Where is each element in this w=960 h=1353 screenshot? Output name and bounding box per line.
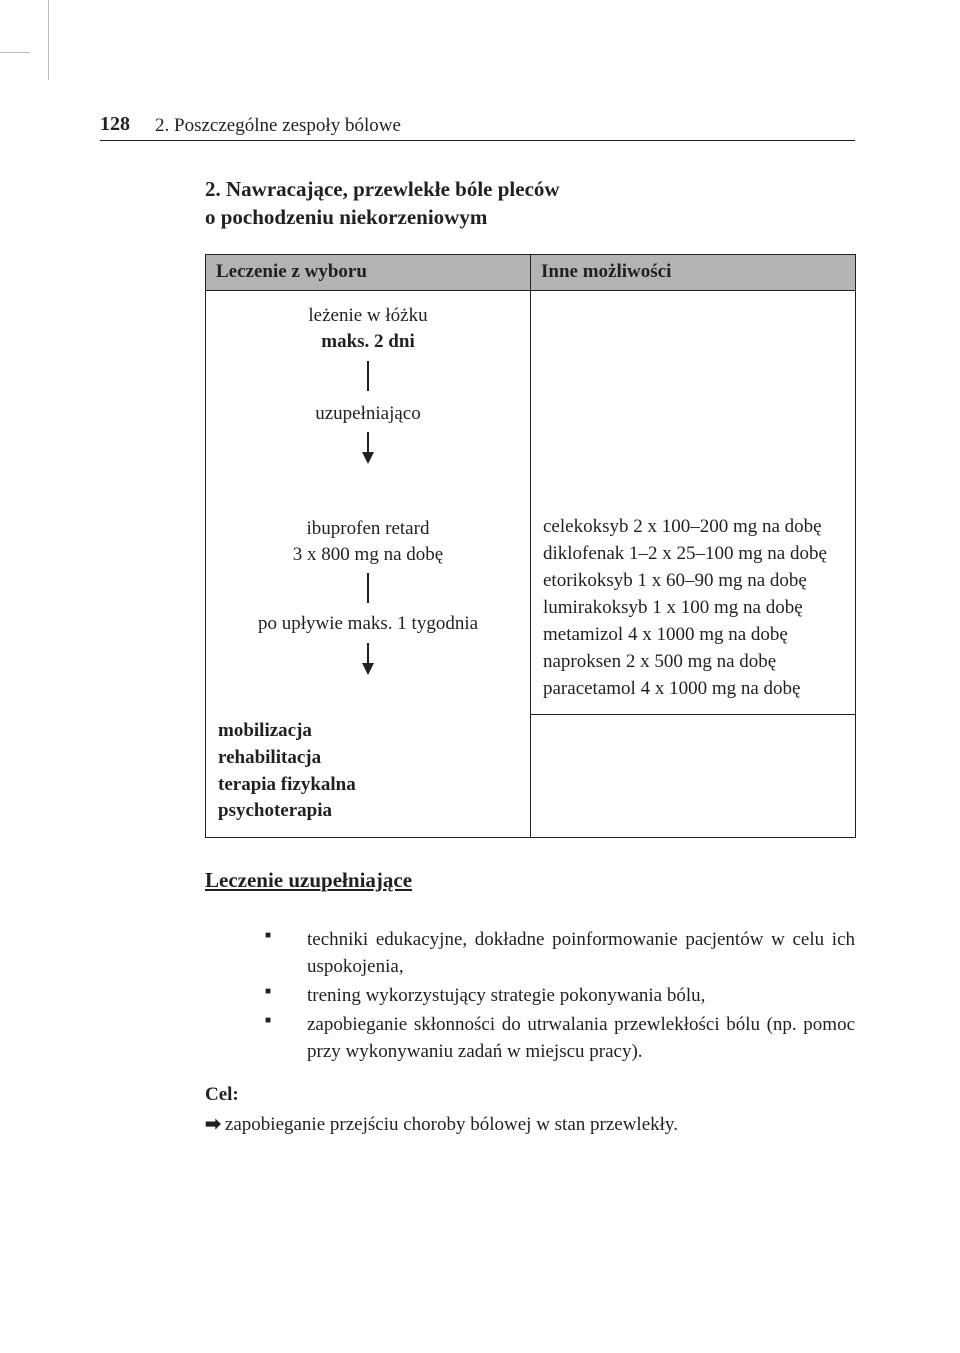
final-line: terapia fizykalna [218,772,520,799]
med-line: naproksen 2 x 500 mg na dobę [543,649,845,676]
table-header-left: Leczenie z wyboru [206,254,531,291]
flow-step2: uzupełniająco [216,401,520,427]
goal-text: zapobieganie przejściu choroby bólowej w… [225,1114,678,1135]
flow-cell-step1: leżenie w łóżku maks. 2 dni uzupełniając… [206,291,531,504]
blank-bottom-right-cell [531,714,856,837]
med-line: lumirakoksyb 1 x 100 mg na dobę [543,595,845,622]
final-line: psychoterapia [218,798,520,825]
supplementary-heading: Leczenie uzupełniające [205,868,855,893]
list-item: trening wykorzystujący strategie pokonyw… [265,983,855,1010]
flow-step1b: maks. 2 dni [321,331,414,352]
arrow-down-icon [362,452,374,485]
chapter-title: 2. Poszczególne zespoły bólowe [155,115,401,137]
section-title-line2: o pochodzeniu niekorzeniowym [205,205,487,229]
section-title-line1: 2. Nawracające, przewlekłe bóle pleców [205,177,560,201]
flow-step1a: leżenie w łóżku [216,303,520,329]
connector-icon [367,361,369,391]
page-number: 128 [100,113,130,136]
meds-cell: celekoksyb 2 x 100–200 mg na dobę diklof… [531,504,856,715]
table-row: mobilizacja rehabilitacja terapia fizyka… [206,714,856,837]
arrow-right-icon: ➡ [205,1112,221,1139]
treatment-table: Leczenie z wyboru Inne możliwości leżeni… [205,254,856,838]
section-title: 2. Nawracające, przewlekłe bóle pleców o… [205,175,855,232]
table-row: leżenie w łóżku maks. 2 dni uzupełniając… [206,291,856,504]
arrow-down-icon [362,663,374,696]
final-line: rehabilitacja [218,745,520,772]
connector-icon [367,573,369,603]
flow-step4: po upływie maks. 1 tygodnia [216,611,520,637]
list-item: techniki edukacyjne, dokładne poinformow… [265,927,855,981]
flow-final-cell: mobilizacja rehabilitacja terapia fizyka… [206,714,531,837]
goal-line: ➡zapobieganie przejściu choroby bólowej … [205,1112,855,1139]
med-line: paracetamol 4 x 1000 mg na dobę [543,676,845,703]
fold-mark-vertical [48,0,49,80]
flow-step3b: 3 x 800 mg na dobę [216,542,520,568]
table-header-row: Leczenie z wyboru Inne możliwości [206,254,856,291]
flow-step3a: ibuprofen retard [216,516,520,542]
med-line: metamizol 4 x 1000 mg na dobę [543,622,845,649]
fold-mark-horizontal [0,52,30,53]
med-line: etorikoksyb 1 x 60–90 mg na dobę [543,568,845,595]
table-row: ibuprofen retard 3 x 800 mg na dobę po u… [206,504,856,715]
content-area: 2. Nawracające, przewlekłe bóle pleców o… [205,175,855,1138]
page: 128 2. Poszczególne zespoły bólowe 2. Na… [0,0,960,1353]
med-line: celekoksyb 2 x 100–200 mg na dobę [543,514,845,541]
blank-right-cell [531,291,856,504]
cel-label: Cel: [205,1084,855,1106]
list-item: zapobieganie skłonności do utrwalania pr… [265,1012,855,1066]
bullet-list: techniki edukacyjne, dokładne poinformow… [205,927,855,1066]
flow-cell-step3: ibuprofen retard 3 x 800 mg na dobę po u… [206,504,531,715]
med-line: diklofenak 1–2 x 25–100 mg na dobę [543,541,845,568]
table-header-right: Inne możliwości [531,254,856,291]
final-line: mobilizacja [218,718,520,745]
header-rule [100,140,855,141]
